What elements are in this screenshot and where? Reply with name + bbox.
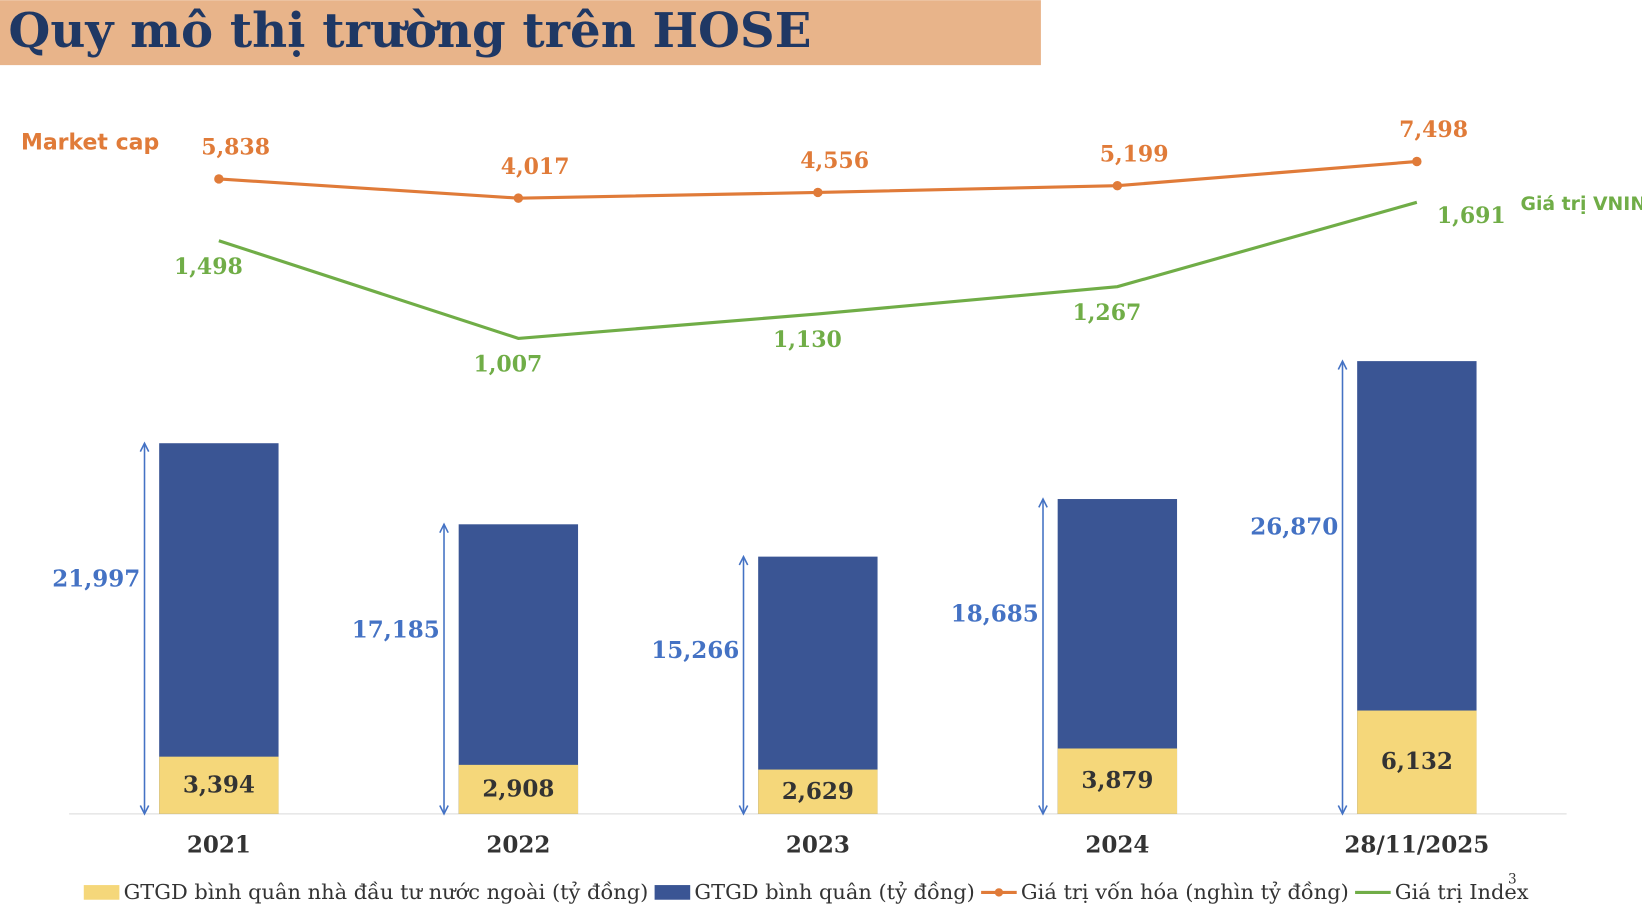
data-label: 5,199 (1100, 141, 1169, 167)
bar (458, 764, 579, 814)
data-label: 1,691 (1437, 203, 1506, 229)
bar (758, 769, 878, 814)
bar (159, 443, 279, 814)
data-label: 18,685 (951, 601, 1039, 628)
data-label: 6,132 (1381, 748, 1453, 775)
arrow-head (1038, 497, 1048, 816)
data-label: 5,838 (201, 135, 270, 161)
line-point (513, 193, 524, 203)
data-label: 4,017 (501, 154, 570, 180)
chart-title: Quy mô thị trường trên HOSE (8, 3, 811, 59)
data-label: 2,908 (482, 775, 554, 802)
data-label: 26,870 (1250, 514, 1338, 541)
annotation: Market cap (21, 131, 159, 156)
data-label: 1,267 (1072, 300, 1141, 326)
arrow-head (139, 441, 150, 816)
legend-label: GTGD bình quân nhà đầu tư nước ngoài (tỷ… (124, 880, 649, 904)
title-banner (0, 0, 1041, 66)
x-tick-label: 28/11/2025 (1344, 831, 1489, 858)
data-label: 1,498 (174, 254, 243, 280)
data-label: 15,266 (651, 637, 739, 664)
data-label: 3,394 (183, 771, 255, 798)
data-label: 4,556 (800, 148, 869, 174)
data-label: 1,130 (773, 327, 842, 353)
legend-swatch (654, 885, 691, 900)
x-tick-label: 2022 (486, 831, 550, 858)
legend-swatch (83, 885, 120, 900)
line-point (214, 174, 224, 184)
legend-swatch (994, 888, 1004, 897)
x-tick-label: 2023 (786, 831, 850, 858)
line-point (813, 187, 823, 198)
legend-label: GTGD bình quân (tỷ đồng) (694, 880, 974, 904)
arrow-head (1337, 359, 1348, 816)
data-label: 3,879 (1081, 767, 1153, 794)
line-point (1412, 156, 1422, 167)
line (218, 200, 1418, 340)
x-tick-label: 2024 (1085, 831, 1149, 858)
x-tick-label: 2021 (187, 831, 251, 858)
annotation: Giá trị VNINDEX (1521, 194, 1642, 215)
data-label: 1,007 (473, 352, 542, 378)
line-point (1112, 180, 1123, 191)
arrow-head (738, 554, 749, 816)
legend-label: Giá trị vốn hóa (nghìn tỷ đồng) (1021, 880, 1349, 904)
data-label: 17,185 (352, 616, 440, 643)
bar (1357, 710, 1477, 814)
legend-label: Giá trị Index (1395, 880, 1529, 904)
bar (1057, 748, 1178, 814)
page-number: 3 (1508, 871, 1517, 887)
data-label: 2,629 (782, 778, 854, 805)
data-label: 7,498 (1399, 117, 1468, 143)
data-label: 21,997 (52, 565, 140, 592)
arrow-head (439, 522, 449, 816)
bar (159, 756, 279, 814)
